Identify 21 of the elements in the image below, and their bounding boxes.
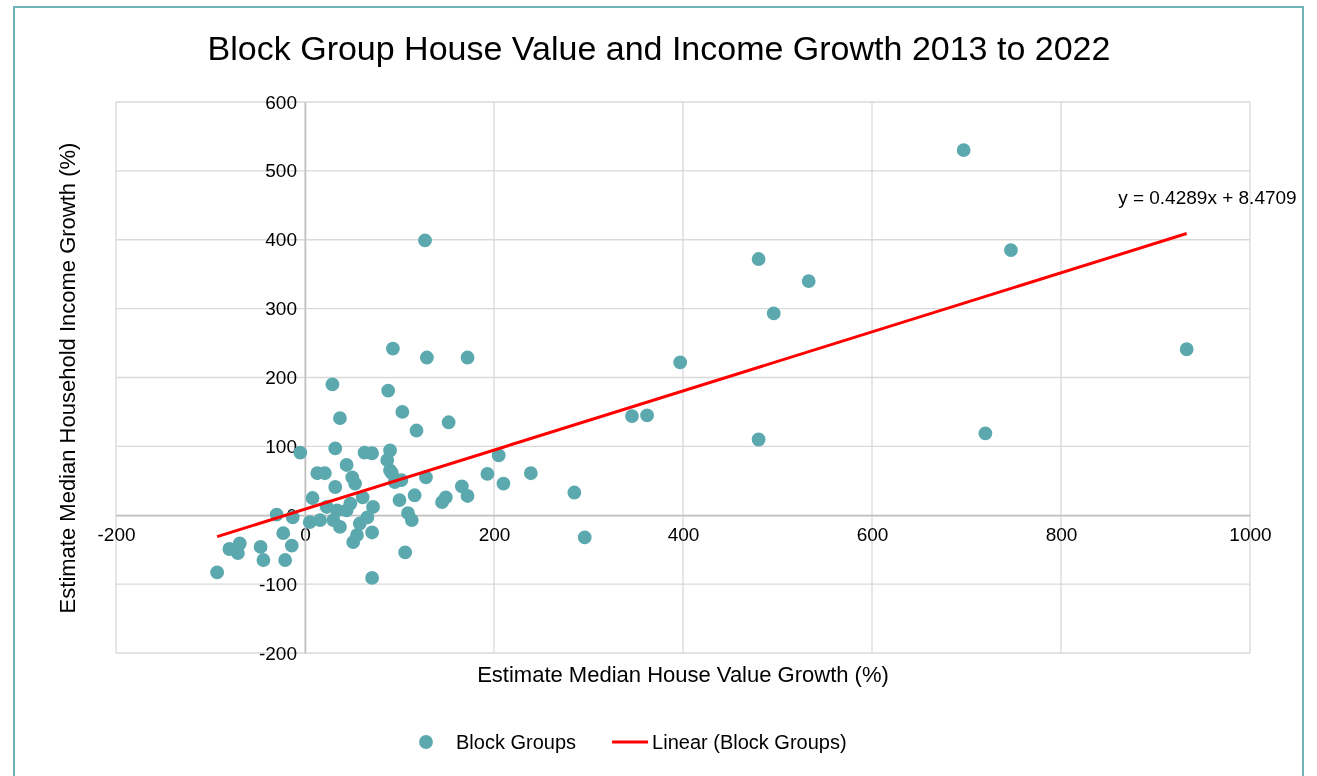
y-tick-label: 200 bbox=[265, 367, 297, 389]
y-tick-label: 400 bbox=[265, 229, 297, 251]
x-tick-label: 0 bbox=[300, 523, 311, 545]
y-axis-title: Estimate Median Household Income Growth (%) bbox=[55, 142, 80, 614]
annotation: y = 0.4289x + 8.4709 bbox=[1118, 186, 1297, 208]
x-tick-label: 1000 bbox=[1229, 523, 1272, 545]
chart-title: Block Group House Value and Income Growth 2013 to 2022 bbox=[207, 29, 1111, 67]
legend-label: Linear (Block Groups) bbox=[652, 731, 847, 753]
y-tick-label: 500 bbox=[265, 160, 297, 182]
y-tick-label: -100 bbox=[258, 573, 297, 595]
y-tick-label: 100 bbox=[265, 435, 297, 457]
y-tick-label: -200 bbox=[258, 642, 297, 664]
x-tick-label: 400 bbox=[667, 523, 700, 545]
x-axis-title: Estimate Median House Value Growth (%) bbox=[477, 662, 889, 687]
x-tick-label: 600 bbox=[856, 523, 889, 545]
y-tick-label: 600 bbox=[265, 91, 297, 113]
legend-label: Block Groups bbox=[456, 731, 577, 753]
y-tick-label: 300 bbox=[265, 298, 297, 320]
x-tick-label: -200 bbox=[97, 523, 136, 545]
x-tick-label: 200 bbox=[478, 523, 511, 545]
x-tick-label: 800 bbox=[1045, 523, 1078, 545]
